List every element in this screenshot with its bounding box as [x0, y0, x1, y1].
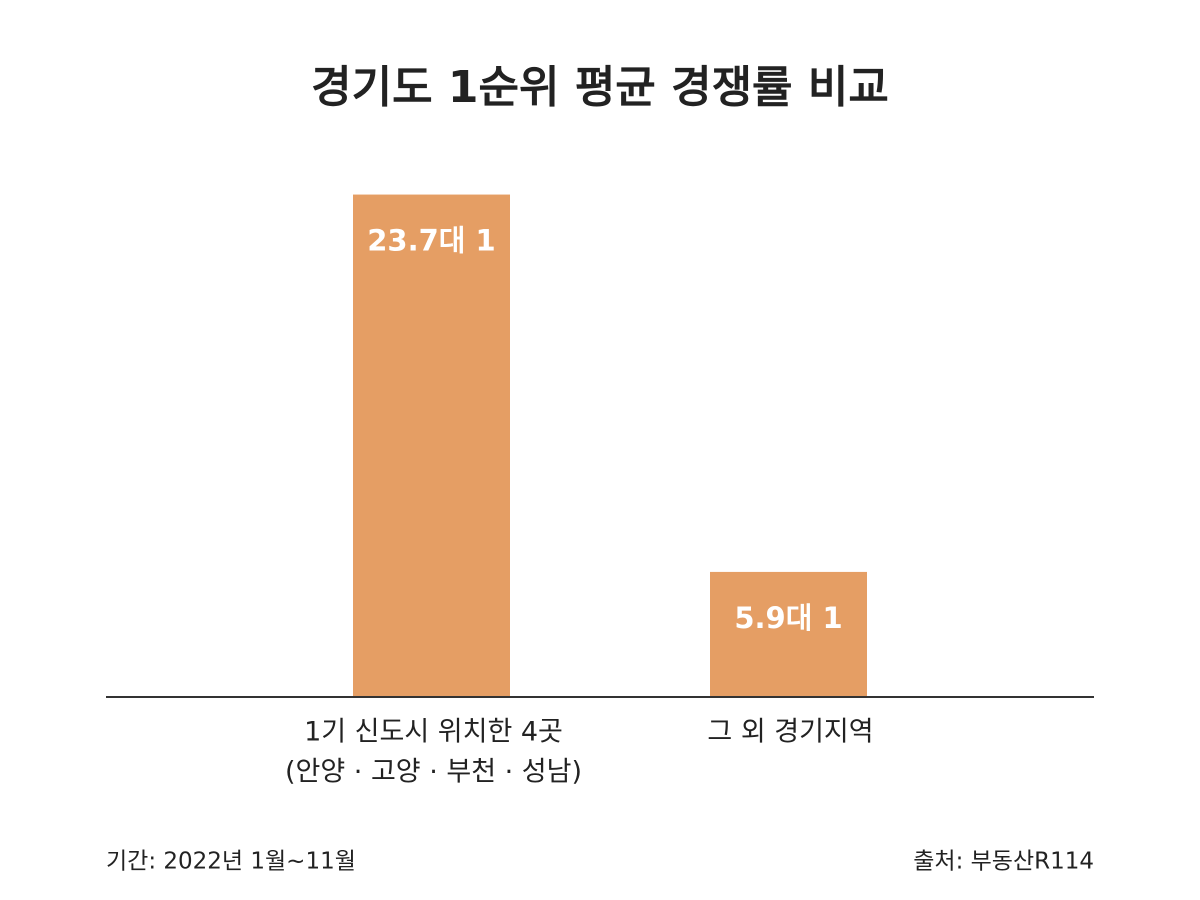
- x-tick-label: 그 외 경기지역: [707, 717, 873, 748]
- source-note: 출처: 부동산R114: [913, 849, 1094, 875]
- x-tick-label: 1기 신도시 위치한 4곳: [304, 717, 563, 748]
- value-label: 5.9대 1: [734, 601, 842, 635]
- value-label: 23.7대 1: [367, 224, 496, 258]
- x-tick-label: (안양 · 고양 · 부천 · 성남): [285, 757, 582, 788]
- period-note: 기간: 2022년 1월~11월: [106, 849, 356, 875]
- bar: [710, 571, 867, 697]
- chart-title: 경기도 1순위 평균 경쟁률 비교: [311, 62, 889, 113]
- bar: [353, 194, 510, 697]
